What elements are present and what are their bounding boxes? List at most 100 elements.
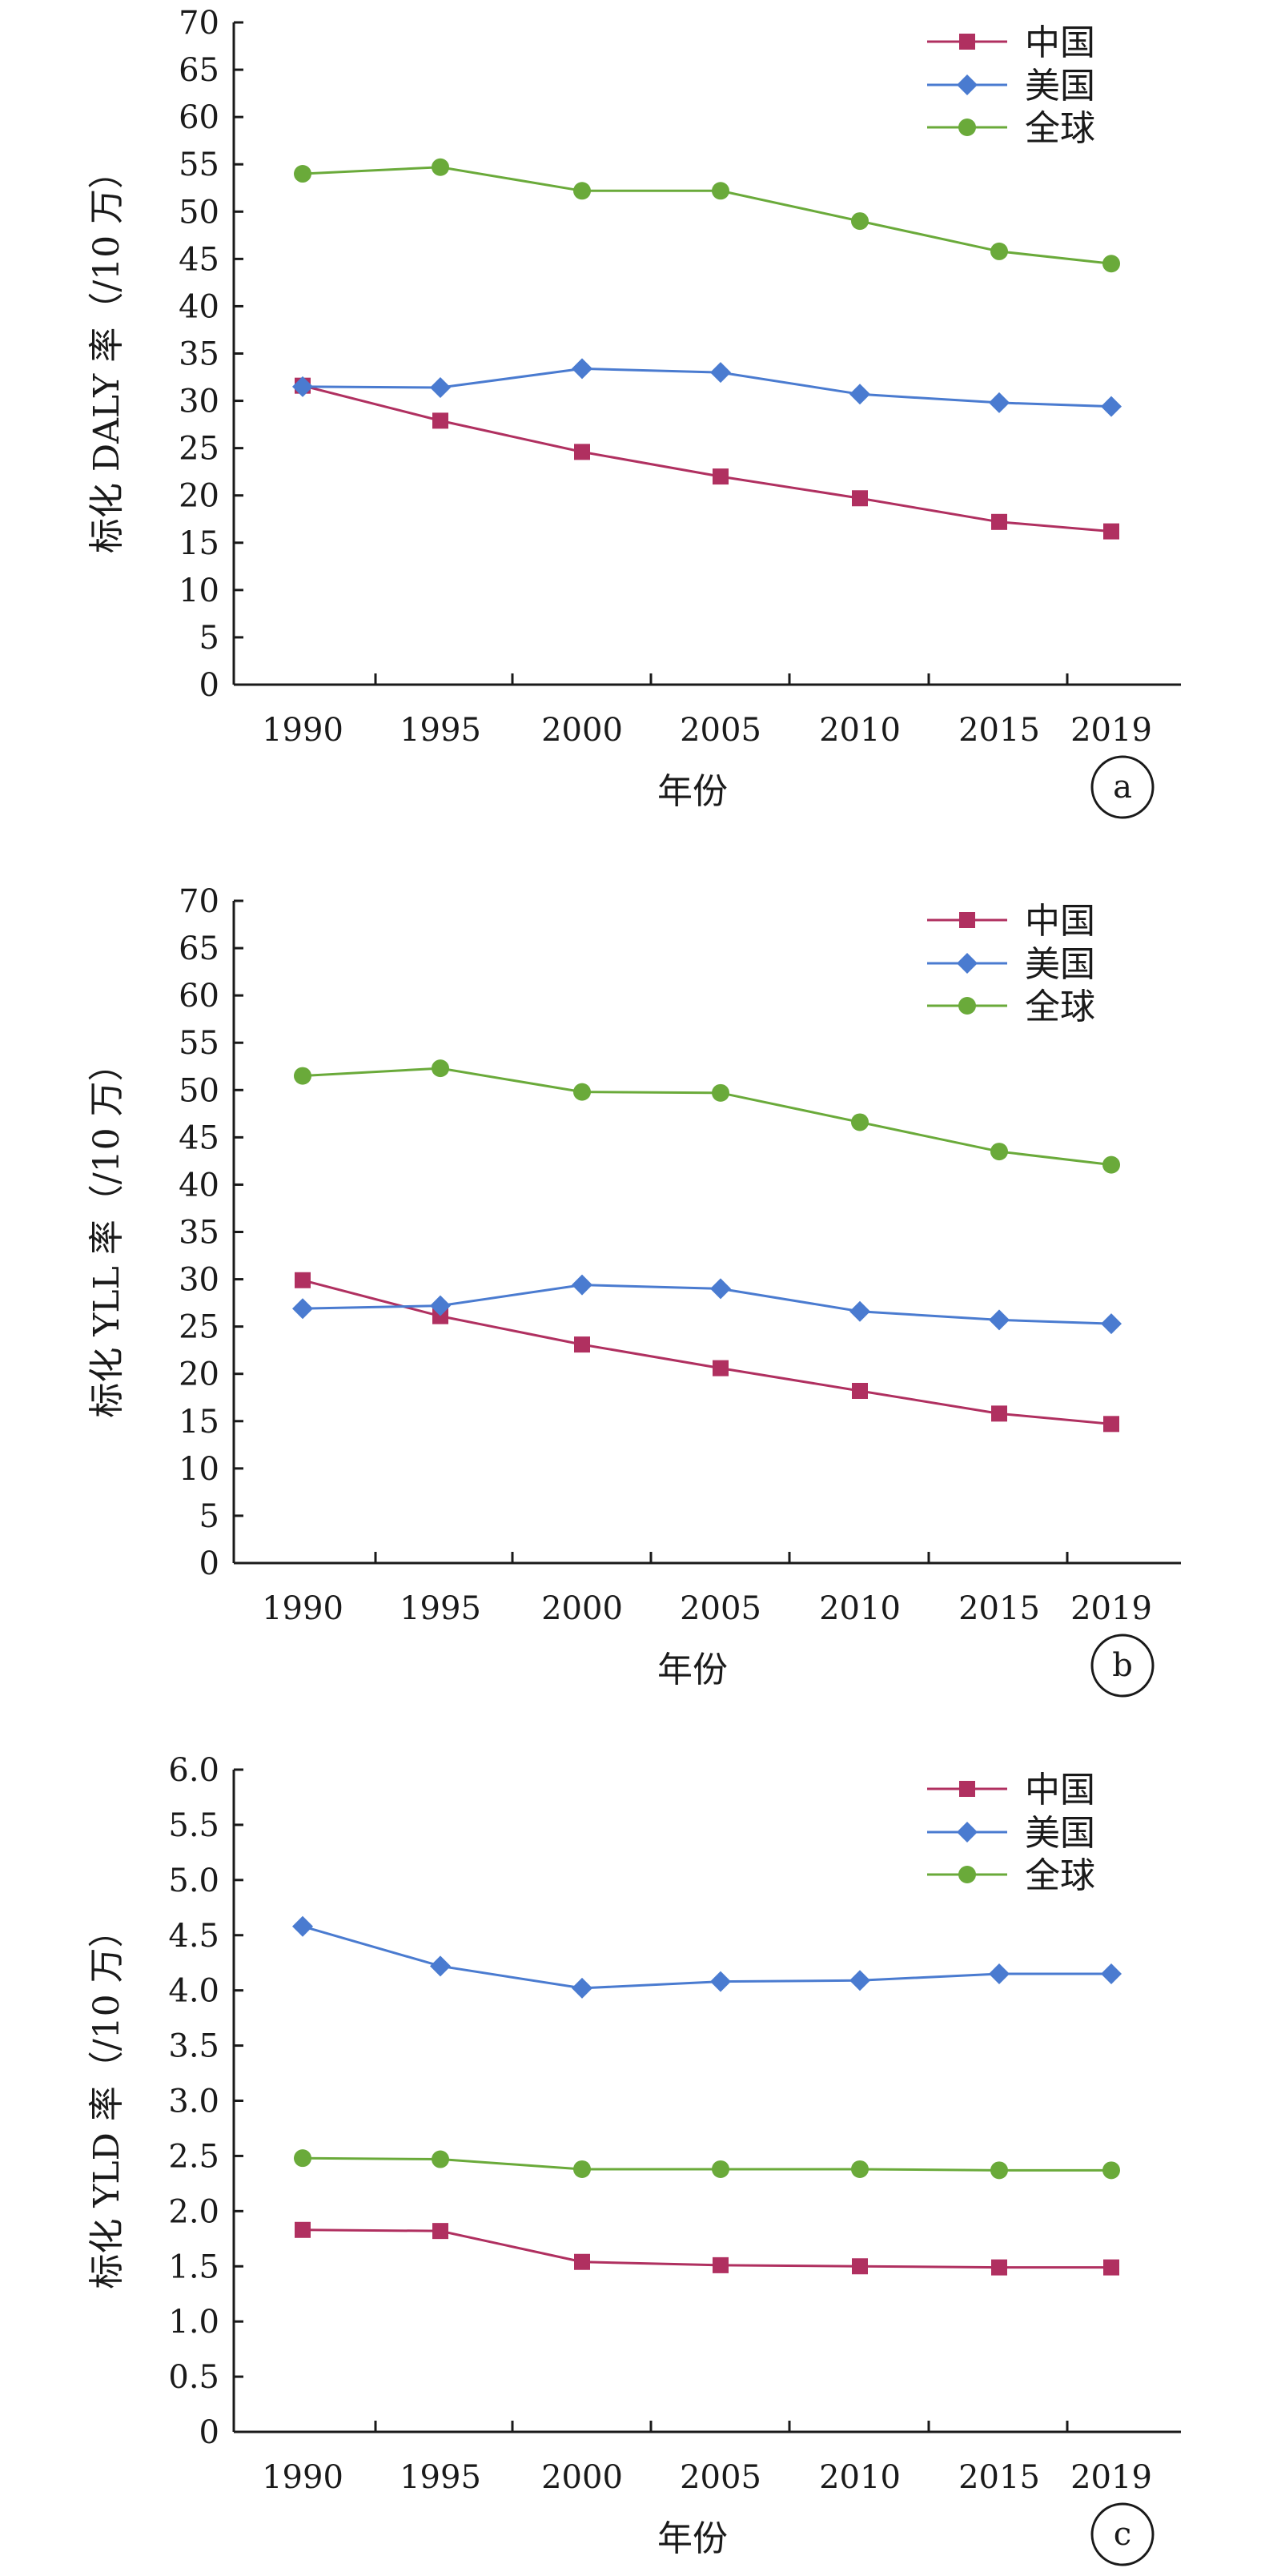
data-point-usa: 美国 2019: 25.3 <box>1101 1313 1122 1335</box>
data-point-global: 全球 2010: 2.38 <box>851 2160 869 2178</box>
data-point-global: 全球 1990: 54 <box>294 165 311 183</box>
series-line-usa <box>302 367 1112 408</box>
data-point-china: 中国 2015: 15.8 <box>991 1405 1007 1422</box>
legend-marker-china <box>959 1781 975 1797</box>
y-tick-label: 0 <box>199 1545 219 1582</box>
legend-marker-global <box>958 119 976 136</box>
y-tick-label: 2.0 <box>168 2193 219 2230</box>
legend-marker-usa <box>957 953 978 974</box>
y-tick-label: 35 <box>179 336 219 373</box>
y-tick-label: 0.5 <box>168 2359 219 2396</box>
data-point-china: 中国 1990: 29.9 <box>295 1272 311 1288</box>
data-point-usa: 美国 1995: 31.4 <box>430 377 451 399</box>
legend-marker-global <box>958 1866 976 1883</box>
y-tick-label: 10 <box>179 573 219 609</box>
legend-label-global: 全球 <box>1025 987 1095 1027</box>
data-point-usa: 美国 2019: 4.15 <box>1101 1963 1122 1984</box>
data-point-usa: 美国 2015: 29.8 <box>989 392 1010 413</box>
x-tick-label: 1990 <box>262 2459 343 2496</box>
y-tick-label: 2.5 <box>168 2138 219 2175</box>
data-point-global: 全球 1995: 52.3 <box>432 1059 449 1078</box>
data-point-usa: 美国 1990: 4.58 <box>292 1915 313 1937</box>
data-point-china: 中国 1995: 27.9 <box>432 412 448 429</box>
chart-panel-b: 0 5 10 15 20 25 30 35 40 45 50 55 60 65 70 1990 1995 2000… <box>86 883 1181 1698</box>
x-tick-label: 2005 <box>680 2459 761 2496</box>
legend-marker-usa <box>957 74 978 95</box>
y-tick-label: 5.0 <box>168 1863 219 1899</box>
y-tick-label: 65 <box>179 52 219 89</box>
y-tick-label: 30 <box>179 384 219 420</box>
y-tick-label: 1.0 <box>168 2304 219 2341</box>
data-point-global: 全球 2005: 52.2 <box>712 182 729 200</box>
data-point-usa: 美国 2019: 29.4 <box>1101 396 1122 417</box>
data-point-global: 全球 2019: 44.5 <box>1102 255 1120 273</box>
panel-badge-letter: b <box>1112 1647 1133 1684</box>
series-line-global <box>302 2156 1111 2172</box>
y-tick-label: 0 <box>199 667 219 704</box>
y-tick-label: 60 <box>179 99 219 136</box>
chart-panel-a: 0 5 10 15 20 25 30 35 40 45 50 55 60 65 70 1990 1995 2000… <box>86 5 1181 819</box>
data-point-global: 全球 2019: 42.1 <box>1102 1155 1120 1174</box>
legend-marker-china <box>959 912 975 928</box>
data-point-china: 中国 2010: 19.7 <box>852 490 868 507</box>
data-point-usa: 美国 2015: 25.7 <box>989 1309 1010 1331</box>
y-tick-label: 30 <box>179 1262 219 1299</box>
data-point-global: 全球 2015: 45.8 <box>990 242 1008 260</box>
data-point-global: 全球 2015: 2.37 <box>990 2161 1008 2180</box>
data-point-usa: 美国 2010: 30.7 <box>849 384 870 405</box>
y-tick-label: 35 <box>179 1215 219 1252</box>
data-point-china: 中国 2019: 1.49 <box>1103 2259 1119 2276</box>
x-tick-label: 2015 <box>958 2459 1040 2496</box>
panel-badge-circle <box>1090 1634 1155 1698</box>
data-point-global: 全球 1995: 2.47 <box>432 2150 449 2168</box>
data-point-usa: 美国 2005: 33 <box>710 362 731 384</box>
y-tick-label: 60 <box>179 978 219 1015</box>
x-tick-label: 2005 <box>680 1590 761 1627</box>
x-axis-title: 年份 <box>657 2518 728 2559</box>
panel-badge-circle <box>1090 2502 1155 2566</box>
y-tick-label: 5 <box>199 1498 219 1535</box>
x-tick-label: 1990 <box>262 1590 343 1627</box>
y-tick-label: 50 <box>179 1072 219 1109</box>
data-point-china: 中国 2005: 1.51 <box>713 2257 729 2273</box>
x-tick-label: 2019 <box>1070 1590 1152 1627</box>
legend-label-china: 中国 <box>1025 901 1095 942</box>
legend-marker-china <box>959 34 975 50</box>
y-tick-label: 15 <box>179 1404 219 1441</box>
data-point-china: 中国 2015: 1.49 <box>991 2259 1007 2276</box>
data-point-global: 全球 2010: 46.6 <box>851 1113 869 1131</box>
series-line-china <box>302 1279 1112 1425</box>
y-tick-label: 3.5 <box>168 2028 219 2065</box>
data-point-china: 中国 2019: 14.7 <box>1103 1416 1119 1433</box>
x-tick-label: 1990 <box>262 712 343 749</box>
series-line-global <box>302 166 1112 265</box>
data-point-china: 中国 1995: 1.82 <box>432 2223 448 2240</box>
data-point-usa: 美国 2000: 29.4 <box>572 1274 592 1296</box>
y-tick-label: 15 <box>179 525 219 562</box>
y-tick-label: 40 <box>179 1167 219 1204</box>
series-line-global <box>302 1067 1112 1167</box>
x-tick-label: 2000 <box>541 1590 623 1627</box>
chart-panel-c: 0 0.5 1.0 1.5 2.0 2.5 3.0 3.5 4.0 4.5 5.0 5.5 6.0 199… <box>86 1752 1181 2566</box>
y-tick-label: 55 <box>179 1025 219 1062</box>
panel-badge-circle <box>1090 755 1155 819</box>
data-point-global: 全球 2015: 43.5 <box>990 1143 1008 1161</box>
legend-label-china: 中国 <box>1025 22 1095 63</box>
x-tick-label: 2015 <box>958 1590 1040 1627</box>
data-point-global: 全球 2000: 2.38 <box>573 2160 591 2178</box>
data-point-china: 中国 2000: 24.6 <box>574 444 590 460</box>
x-tick-label: 2019 <box>1070 2459 1152 2496</box>
x-tick-label: 2019 <box>1070 712 1152 749</box>
data-point-usa: 美国 1990: 31.5 <box>292 376 313 397</box>
data-point-usa: 美国 2010: 26.6 <box>849 1300 870 1322</box>
x-tick-label: 1995 <box>400 712 481 749</box>
series-line-china <box>302 2228 1111 2269</box>
y-tick-label: 1.5 <box>168 2248 219 2285</box>
data-point-global: 全球 1995: 54.7 <box>432 158 449 176</box>
data-point-global: 全球 2019: 2.37 <box>1102 2161 1120 2180</box>
data-point-global: 全球 2000: 52.2 <box>573 182 591 200</box>
y-tick-label: 3.0 <box>168 2084 219 2120</box>
x-tick-label: 2010 <box>819 1590 901 1627</box>
data-point-global: 全球 2005: 2.38 <box>712 2160 729 2178</box>
